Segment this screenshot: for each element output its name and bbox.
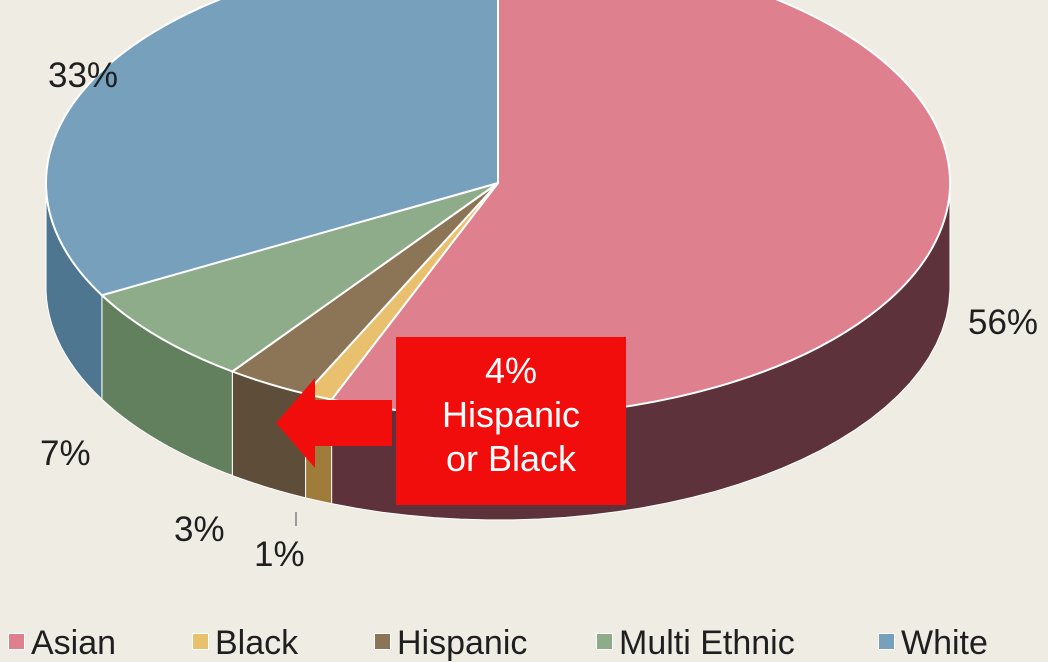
- callout-box: 4% Hispanic or Black: [396, 337, 626, 505]
- legend-item-white: White: [878, 626, 988, 660]
- label-hispanic-percent: 3%: [174, 510, 225, 549]
- legend-label-multi-ethnic: Multi Ethnic: [619, 624, 795, 662]
- label-asian-percent: 56%: [968, 303, 1039, 342]
- legend-swatch-asian: [8, 633, 25, 650]
- legend-label-asian: Asian: [31, 624, 117, 662]
- legend-item-multi-ethnic: Multi Ethnic: [596, 626, 795, 660]
- legend-swatch-white: [878, 633, 895, 650]
- legend-item-asian: Asian: [8, 626, 116, 660]
- legend-item-hispanic: Hispanic: [374, 626, 527, 660]
- pie-slice-multi-ethnic: [100, 182, 499, 373]
- legend-swatch-hispanic: [374, 633, 391, 650]
- label-white-percent: 33%: [48, 56, 119, 95]
- legend-label-hispanic: Hispanic: [397, 624, 528, 662]
- legend-swatch-black: [192, 633, 209, 650]
- chart-legend: Asian Black Hispanic Multi Ethnic White: [0, 624, 1048, 661]
- label-multi-ethnic-percent: 7%: [40, 434, 91, 473]
- legend-swatch-multi-ethnic: [596, 633, 613, 650]
- callout-line-1: 4%: [484, 350, 538, 391]
- legend-item-black: Black: [192, 626, 298, 660]
- callout-arrow: [276, 378, 392, 468]
- pie-top-faces: [45, 0, 951, 417]
- legend-label-black: Black: [215, 624, 299, 662]
- callout-line-2: Hispanic: [441, 394, 581, 435]
- callout-line-3: or Black: [445, 438, 577, 479]
- label-black-percent: 1%: [254, 535, 305, 574]
- legend-label-white: White: [901, 624, 988, 662]
- pie-slice-white: [45, 0, 499, 297]
